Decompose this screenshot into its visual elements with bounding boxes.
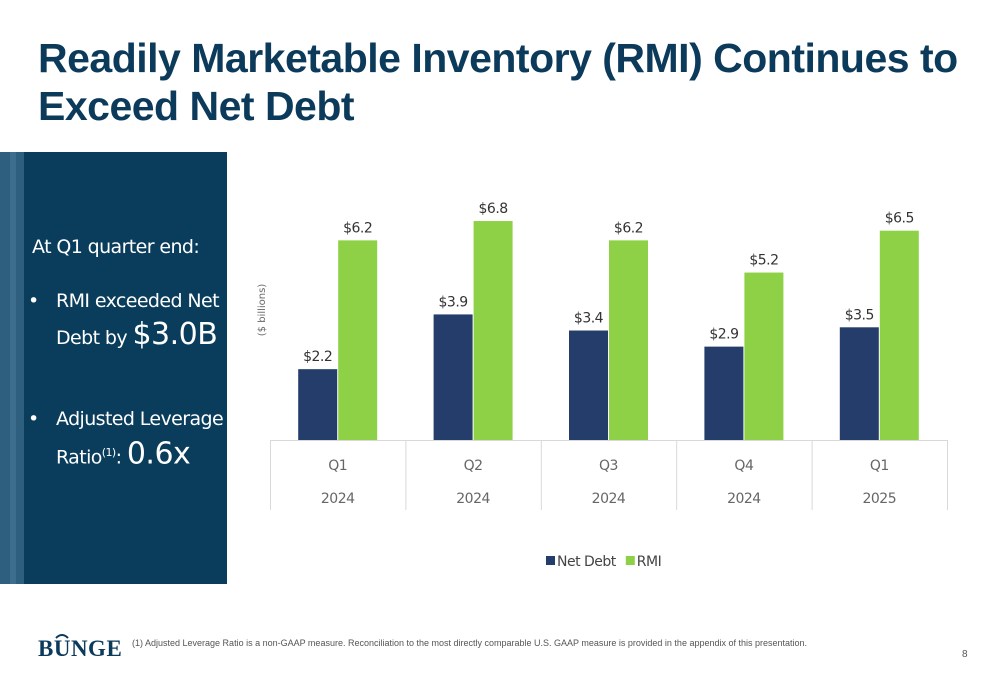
y-axis-label: ($ billions) [257, 284, 268, 337]
bullet-leverage-prefix: Adjusted Leverage Ratio [56, 408, 224, 469]
title-line-2: Exceed Net Debt [38, 83, 355, 129]
bullet-dot: • [28, 408, 39, 430]
bunge-logo: BUNGE [38, 636, 123, 661]
net-debt-label-1: $2.2 [303, 349, 332, 365]
rmi-bar-1 [338, 240, 378, 440]
side-accent-stripe [10, 152, 16, 584]
bullet-rmi-prefix: RMI exceeded Net Debt by [56, 290, 220, 349]
footnote: (1) Adjusted Leverage Ratio is a non-GAA… [132, 638, 808, 648]
page-title: Readily Marketable Inventory (RMI) Conti… [38, 34, 958, 130]
net-debt-bar-1 [298, 369, 338, 440]
bar-chart: ($ billions) $2.2 $3.9 $3.4 $2.9 $3.5 $6.2 $6.8… [257, 201, 948, 570]
net-debt-label-5: $3.5 [845, 307, 874, 323]
x-tick-year-1: 2024 [321, 491, 355, 507]
bullet-text: RMI exceeded Net Debt by $3.0B [56, 284, 226, 355]
bullet-rmi-value: $3.0B [132, 317, 218, 352]
bullet-leverage-value: 0.6x [126, 436, 191, 472]
x-tick-quarter-3: Q3 [599, 458, 618, 474]
x-tick-year-3: 2024 [592, 491, 626, 507]
summary-heading: At Q1 quarter end: [32, 236, 200, 258]
rmi-label-1: $6.2 [343, 220, 372, 236]
net-debt-bar-2 [433, 314, 473, 440]
x-tick-quarter-2: Q2 [464, 458, 483, 474]
x-tick-quarter-5: Q1 [870, 458, 889, 474]
bullet-dot: • [28, 290, 39, 312]
page-number: 8 [962, 649, 968, 660]
bullet-leverage-sup: (1) [101, 446, 116, 459]
x-tick-year-2: 2024 [456, 491, 490, 507]
net-debt-label-2: $3.9 [439, 294, 468, 310]
x-tick-year-4: 2024 [727, 491, 761, 507]
x-tick-quarter-4: Q4 [734, 458, 754, 474]
x-tick-year-5: 2025 [862, 491, 896, 507]
net-debt-bar-4 [704, 346, 744, 440]
net-debt-label-4: $2.9 [709, 327, 738, 343]
net-debt-label-3: $3.4 [574, 311, 604, 327]
legend-label-2: RMI [637, 554, 661, 570]
rmi-label-2: $6.8 [479, 201, 508, 217]
legend-swatch-1 [546, 556, 555, 565]
rmi-label-5: $6.5 [885, 211, 914, 227]
rmi-label-3: $6.2 [614, 220, 643, 236]
side-accent-strip [0, 152, 24, 584]
rmi-bar-2 [473, 221, 513, 440]
summary-panel: At Q1 quarter end: • RMI exceeded Net De… [24, 152, 227, 584]
net-debt-bar-3 [569, 330, 608, 440]
rmi-bar-3 [609, 240, 648, 440]
rmi-bar-5 [879, 230, 919, 440]
net-debt-bar-5 [839, 327, 879, 440]
rmi-bar-4 [744, 272, 784, 440]
rmi-label-4: $5.2 [749, 253, 778, 269]
bullet-leverage-colon: : [115, 446, 122, 469]
x-tick-quarter-1: Q1 [328, 458, 347, 474]
legend-swatch-2 [625, 556, 635, 565]
legend-label-1: Net Debt [557, 554, 617, 570]
bunge-logo-mark-icon [55, 634, 69, 639]
bullet-text: Adjusted Leverage Ratio(1): 0.6x [56, 402, 226, 474]
title-line-1: Readily Marketable Inventory (RMI) Conti… [38, 35, 958, 81]
